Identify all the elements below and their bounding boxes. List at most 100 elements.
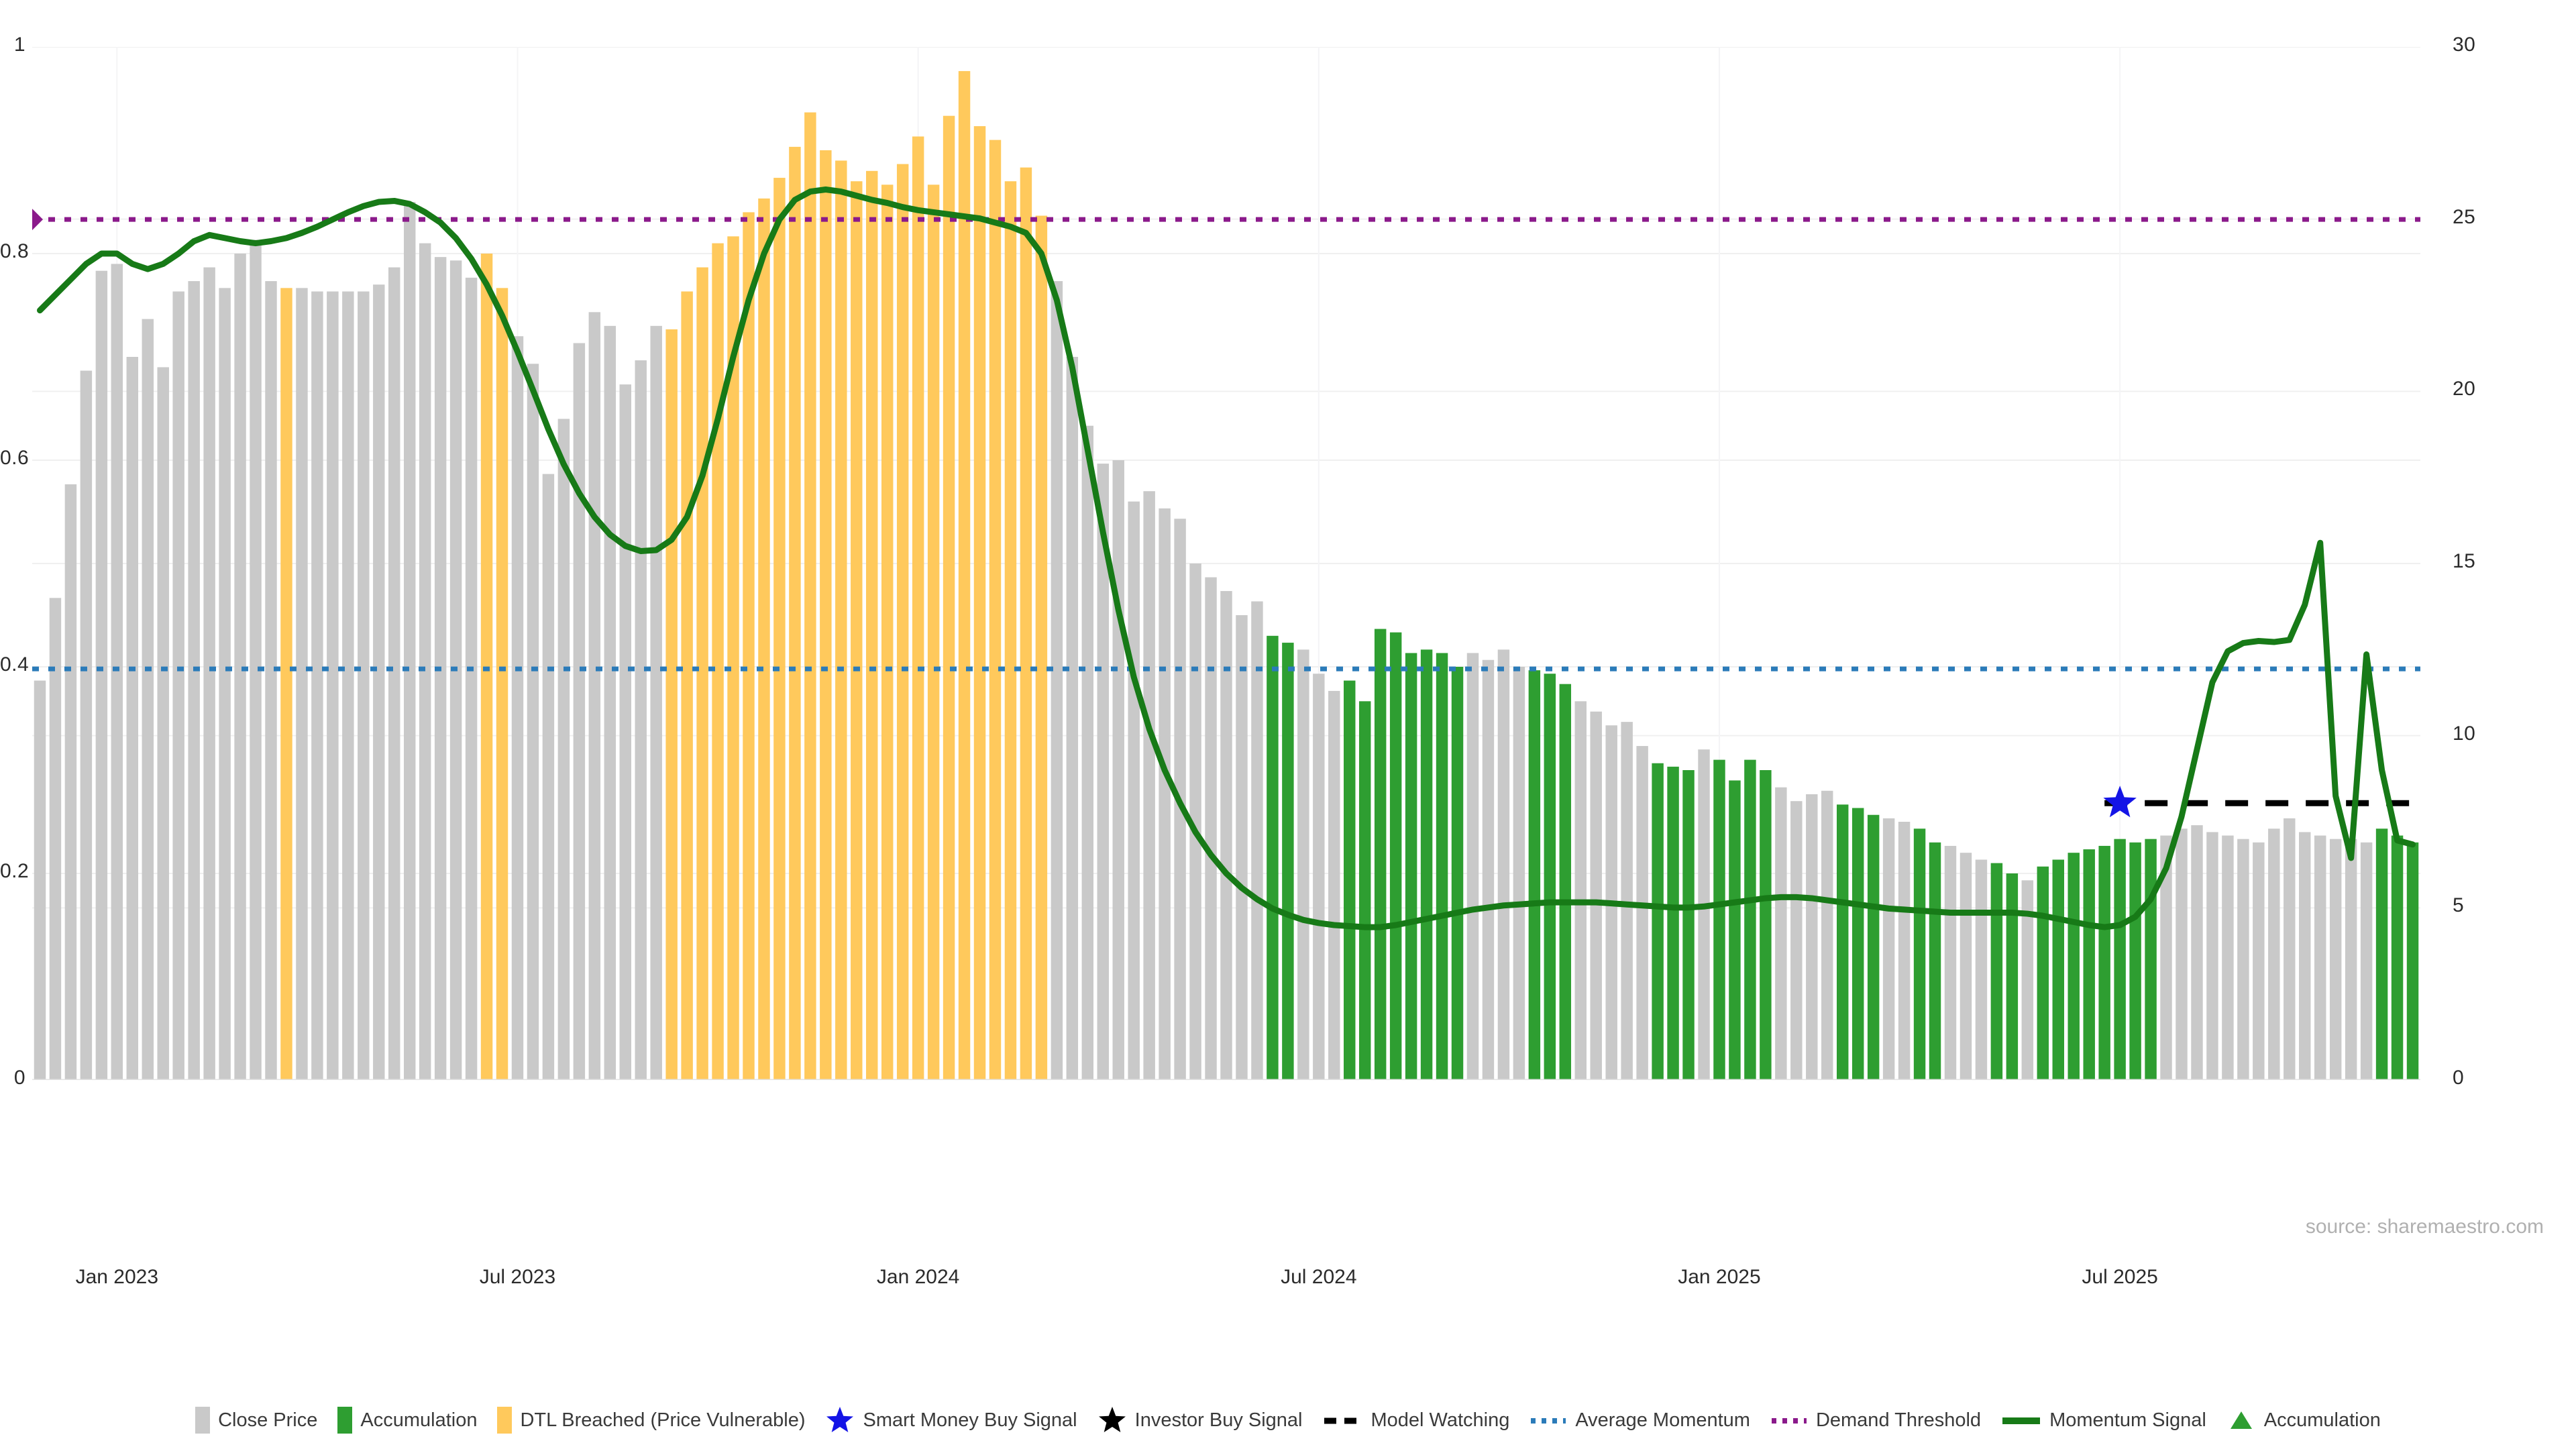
- bar-close-price: [1775, 787, 1787, 1080]
- legend-dtl-breached-swatch-icon: [497, 1407, 513, 1434]
- source-attribution: source: sharemaestro.com: [2305, 1216, 2544, 1238]
- bar-accumulation: [1405, 653, 1417, 1080]
- bar-close-price: [1513, 667, 1525, 1080]
- bar-close-price: [1466, 653, 1479, 1080]
- bar-accumulation: [1451, 667, 1464, 1080]
- right-axis-tick-label: 5: [2453, 894, 2465, 917]
- bar-accumulation: [2406, 842, 2419, 1080]
- bar-accumulation: [1836, 804, 1849, 1080]
- bar-dtl-breached: [912, 136, 924, 1080]
- bar-accumulation: [2006, 873, 2019, 1080]
- bar-accumulation: [1528, 670, 1541, 1080]
- legend-item-accumulation-bar[interactable]: Accumulation: [337, 1407, 477, 1434]
- bar-close-price: [1297, 649, 1309, 1080]
- x-axis-tick-label: Jan 2024: [876, 1266, 960, 1288]
- bar-close-price: [511, 336, 524, 1080]
- bar-close-price: [2268, 828, 2280, 1080]
- bar-close-price: [2021, 880, 2034, 1080]
- legend-item-dtl-breached[interactable]: DTL Breached (Price Vulnerable): [497, 1407, 805, 1434]
- legend-label: Momentum Signal: [2049, 1409, 2206, 1431]
- bar-accumulation: [1990, 863, 2003, 1080]
- bar-close-price: [465, 277, 478, 1080]
- bar-accumulation: [2391, 835, 2404, 1080]
- bar-accumulation: [2375, 828, 2388, 1080]
- bar-dtl-breached: [820, 150, 832, 1080]
- bar-close-price: [1236, 615, 1248, 1080]
- bar-dtl-breached: [1035, 215, 1048, 1080]
- bar-accumulation: [1420, 649, 1433, 1080]
- right-axis-tick-label: 0: [2453, 1067, 2465, 1089]
- triangle-icon: [2230, 1411, 2252, 1429]
- bar-close-price: [573, 343, 586, 1080]
- bar-dtl-breached: [835, 160, 847, 1080]
- bar-accumulation: [1744, 759, 1756, 1080]
- bar-dtl-breached: [712, 243, 724, 1080]
- bar-accumulation: [2052, 859, 2064, 1080]
- bar-close-price: [296, 288, 308, 1080]
- bar-accumulation: [1652, 763, 1664, 1080]
- bar-accumulation: [2037, 866, 2049, 1080]
- bar-dtl-breached: [804, 112, 816, 1080]
- bar-accumulation: [2068, 853, 2080, 1080]
- legend-item-investor-buy-signal[interactable]: Investor Buy Signal: [1097, 1405, 1303, 1435]
- legend-model-watching-icon: [1324, 1417, 1362, 1424]
- bar-close-price: [1944, 845, 1957, 1080]
- legend-accumulation-marker-icon: [2230, 1411, 2252, 1429]
- bar-close-price: [1636, 746, 1648, 1080]
- bar-close-price: [388, 267, 400, 1080]
- bar-dtl-breached: [943, 115, 955, 1080]
- legend-item-momentum-signal[interactable]: Momentum Signal: [2001, 1407, 2206, 1434]
- bar-close-price: [1251, 601, 1263, 1080]
- bar-close-price: [1790, 801, 1803, 1080]
- x-axis-tick-label: Jul 2023: [479, 1266, 556, 1288]
- bar-accumulation: [1760, 770, 1772, 1080]
- bar-close-price: [2299, 832, 2311, 1080]
- legend-item-close-price[interactable]: Close Price: [195, 1407, 317, 1434]
- legend-item-smart-money-buy-signal[interactable]: Smart Money Buy Signal: [825, 1405, 1077, 1435]
- bar-accumulation: [1436, 653, 1448, 1080]
- legend-item-model-watching[interactable]: Model Watching: [1323, 1407, 1509, 1434]
- right-axis-tick-label: 20: [2453, 378, 2476, 400]
- bar-accumulation: [1344, 680, 1356, 1080]
- bar-dtl-breached: [789, 146, 801, 1080]
- bar-dtl-breached: [727, 236, 739, 1080]
- bar-close-price: [1189, 564, 1201, 1080]
- legend-item-accumulation-marker[interactable]: Accumulation: [2226, 1405, 2381, 1435]
- bar-close-price: [1205, 577, 1217, 1080]
- bar-dtl-breached: [1020, 167, 1032, 1080]
- x-axis-tick-label: Jul 2025: [2082, 1266, 2158, 1288]
- bar-close-price: [172, 291, 184, 1080]
- bar-close-price: [1882, 818, 1895, 1080]
- bar-close-price: [1960, 853, 1972, 1080]
- legend-investor-buy-signal-icon: [1098, 1407, 1126, 1432]
- bar-close-price: [2160, 835, 2172, 1080]
- bar-accumulation: [2083, 849, 2095, 1080]
- right-axis-tick-label: 30: [2453, 34, 2476, 56]
- bar-accumulation: [2129, 842, 2141, 1080]
- bar-accumulation: [1867, 814, 1880, 1080]
- left-axis-tick-label: 0.8: [0, 240, 30, 262]
- right-axis-tick-label: 15: [2453, 550, 2476, 572]
- bar-close-price: [1482, 659, 1495, 1080]
- bar-close-price: [527, 364, 539, 1080]
- bar-dtl-breached: [773, 178, 786, 1080]
- left-axis-tick-label: 0.2: [0, 860, 30, 882]
- bar-close-price: [64, 484, 77, 1080]
- legend-item-average-momentum[interactable]: Average Momentum: [1529, 1407, 1750, 1434]
- legend-label: Accumulation: [2263, 1409, 2381, 1431]
- bar-close-price: [588, 312, 601, 1080]
- legend-label: Demand Threshold: [1815, 1409, 1982, 1431]
- legend-item-demand-threshold[interactable]: Demand Threshold: [1770, 1407, 1981, 1434]
- bar-accumulation: [1544, 674, 1556, 1080]
- bar-close-price: [1328, 690, 1340, 1080]
- bar-close-price: [1821, 790, 1833, 1080]
- bar-close-price: [604, 325, 616, 1080]
- bar-close-price: [95, 270, 108, 1080]
- bar-close-price: [1159, 508, 1171, 1080]
- bar-close-price: [126, 357, 139, 1080]
- bar-close-price: [49, 598, 62, 1080]
- bar-accumulation: [1374, 629, 1387, 1080]
- bars-group: [34, 70, 2419, 1080]
- bar-dtl-breached: [927, 184, 940, 1080]
